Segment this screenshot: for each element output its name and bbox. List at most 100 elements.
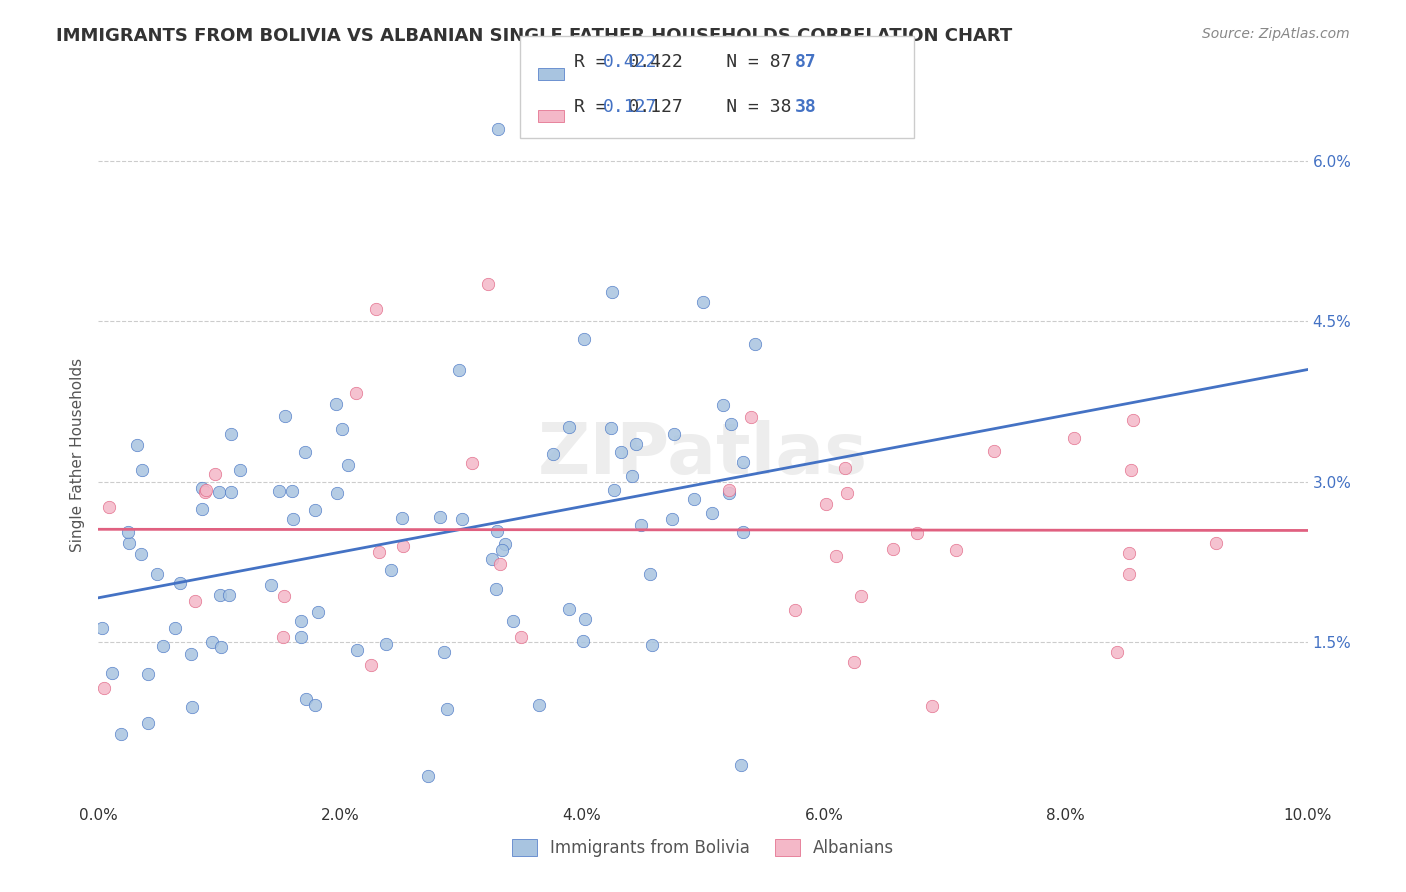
Point	[191, 482, 214, 496]
Point	[609, 444, 631, 458]
Point	[91, 621, 114, 635]
Point	[429, 509, 451, 524]
Point	[451, 512, 474, 526]
Point	[692, 295, 714, 310]
Point	[740, 410, 762, 425]
Point	[502, 614, 524, 628]
Point	[392, 539, 415, 553]
Point	[488, 557, 510, 571]
Point	[294, 691, 316, 706]
Point	[1107, 645, 1129, 659]
Y-axis label: Single Father Households: Single Father Households	[69, 358, 84, 552]
Point	[661, 512, 683, 526]
Text: R =  0.422    N = 87: R = 0.422 N = 87	[574, 54, 792, 71]
Point	[1119, 463, 1142, 477]
Point	[849, 589, 872, 603]
Text: 0.422: 0.422	[603, 54, 658, 71]
Point	[326, 486, 349, 500]
Text: 87: 87	[794, 54, 815, 71]
Point	[700, 506, 723, 520]
Point	[664, 427, 686, 442]
Point	[744, 337, 766, 351]
Point	[1063, 431, 1085, 445]
Point	[557, 420, 579, 434]
Point	[374, 637, 396, 651]
Point	[491, 543, 513, 558]
Point	[273, 589, 295, 603]
Point	[543, 447, 565, 461]
Point	[330, 422, 353, 436]
Point	[93, 681, 115, 695]
Point	[718, 485, 741, 500]
Point	[118, 536, 141, 550]
Point	[477, 277, 499, 292]
Point	[733, 455, 755, 469]
Point	[449, 363, 471, 377]
Point	[630, 518, 652, 533]
Point	[485, 582, 508, 596]
Point	[825, 549, 848, 564]
Point	[259, 578, 281, 592]
Point	[204, 467, 226, 482]
Point	[274, 409, 297, 423]
Point	[208, 484, 231, 499]
Point	[1118, 546, 1140, 560]
Point	[271, 630, 294, 644]
Point	[1122, 413, 1144, 427]
Point	[481, 552, 503, 566]
Point	[624, 437, 647, 451]
Point	[194, 485, 217, 500]
Point	[945, 543, 967, 558]
Point	[191, 502, 214, 516]
Point	[110, 726, 132, 740]
Point	[336, 458, 359, 472]
Point	[527, 698, 550, 713]
Point	[720, 417, 742, 431]
Point	[169, 575, 191, 590]
Point	[228, 463, 250, 477]
Point	[325, 397, 347, 411]
Point	[620, 469, 643, 483]
Point	[136, 716, 159, 731]
Point	[136, 667, 159, 681]
Point	[711, 398, 734, 412]
Point	[101, 665, 124, 680]
Point	[837, 486, 859, 500]
Text: IMMIGRANTS FROM BOLIVIA VS ALBANIAN SINGLE FATHER HOUSEHOLDS CORRELATION CHART: IMMIGRANTS FROM BOLIVIA VS ALBANIAN SING…	[56, 27, 1012, 45]
Point	[572, 333, 595, 347]
Point	[436, 702, 458, 716]
Point	[304, 698, 326, 712]
Point	[219, 485, 242, 500]
Point	[882, 541, 904, 556]
Point	[783, 603, 806, 617]
Point	[682, 491, 704, 506]
Point	[842, 655, 865, 669]
Point	[380, 563, 402, 577]
Text: 38: 38	[794, 98, 815, 116]
Text: R =  0.127    N = 38: R = 0.127 N = 38	[574, 98, 792, 116]
Point	[165, 621, 187, 635]
Text: 0.127: 0.127	[603, 98, 658, 116]
Point	[219, 427, 242, 442]
Point	[180, 648, 202, 662]
Point	[152, 639, 174, 653]
Point	[603, 483, 626, 497]
Point	[905, 525, 928, 540]
Text: ZIPatlas: ZIPatlas	[538, 420, 868, 490]
Point	[181, 700, 204, 714]
Point	[360, 658, 382, 673]
Point	[184, 593, 207, 607]
Point	[641, 638, 664, 652]
Point	[201, 635, 224, 649]
Point	[391, 510, 413, 524]
Point	[267, 483, 290, 498]
Point	[558, 602, 581, 616]
Point	[638, 566, 661, 581]
Point	[433, 645, 456, 659]
Legend: Immigrants from Bolivia, Albanians: Immigrants from Bolivia, Albanians	[505, 832, 901, 864]
Point	[367, 544, 389, 558]
Point	[281, 483, 304, 498]
Point	[730, 758, 752, 772]
Point	[1205, 536, 1227, 550]
Point	[486, 121, 509, 136]
